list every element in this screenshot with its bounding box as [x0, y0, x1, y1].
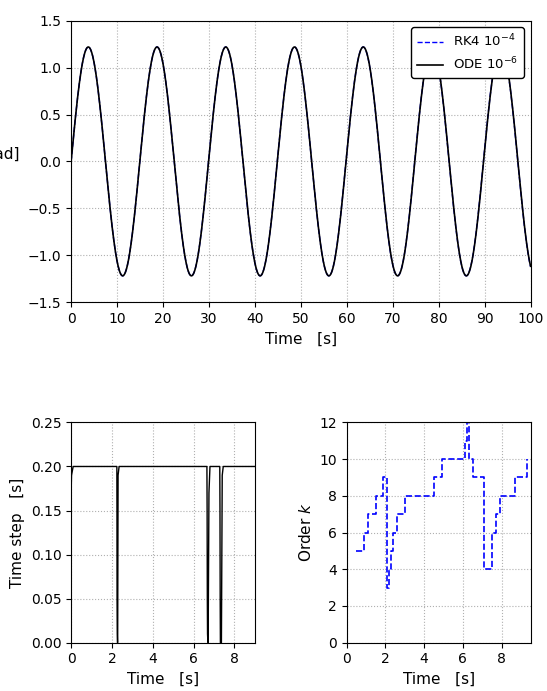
- Line: ODE $10^{-6}$: ODE $10^{-6}$: [71, 47, 531, 276]
- RK4 $10^{-4}$: [280, 104, 286, 113]
- Line: RK4 $10^{-4}$: RK4 $10^{-4}$: [71, 47, 531, 276]
- ODE $10^{-6}$: [429, 43, 435, 51]
- ODE $10^{-6}$: [514, 155, 521, 164]
- Legend: RK4 $10^{-4}$, ODE $10^{-6}$: RK4 $10^{-4}$, ODE $10^{-6}$: [411, 28, 524, 77]
- RK4 $10^{-4}$: [91, 62, 98, 70]
- Y-axis label: θ   [rad]: θ [rad]: [0, 146, 20, 162]
- Y-axis label: Time step   [s]: Time step [s]: [10, 477, 25, 587]
- Y-axis label: Order $k$: Order $k$: [298, 502, 314, 562]
- RK4 $10^{-4}$: [292, 43, 298, 51]
- ODE $10^{-6}$: [527, 262, 534, 270]
- RK4 $10^{-4}$: [527, 263, 534, 271]
- RK4 $10^{-4}$: [68, 158, 74, 166]
- RK4 $10^{-4}$: [463, 272, 469, 280]
- ODE $10^{-6}$: [430, 44, 437, 52]
- RK4 $10^{-4}$: [514, 154, 521, 162]
- ODE $10^{-6}$: [280, 104, 286, 113]
- X-axis label: Time   [s]: Time [s]: [403, 672, 475, 687]
- X-axis label: Time   [s]: Time [s]: [127, 672, 199, 687]
- X-axis label: Time   [s]: Time [s]: [265, 332, 337, 346]
- ODE $10^{-6}$: [292, 43, 298, 51]
- RK4 $10^{-4}$: [430, 44, 437, 52]
- RK4 $10^{-4}$: [514, 156, 521, 164]
- ODE $10^{-6}$: [514, 153, 521, 161]
- ODE $10^{-6}$: [68, 158, 74, 166]
- RK4 $10^{-4}$: [85, 43, 92, 51]
- ODE $10^{-6}$: [119, 272, 126, 280]
- ODE $10^{-6}$: [91, 61, 98, 69]
